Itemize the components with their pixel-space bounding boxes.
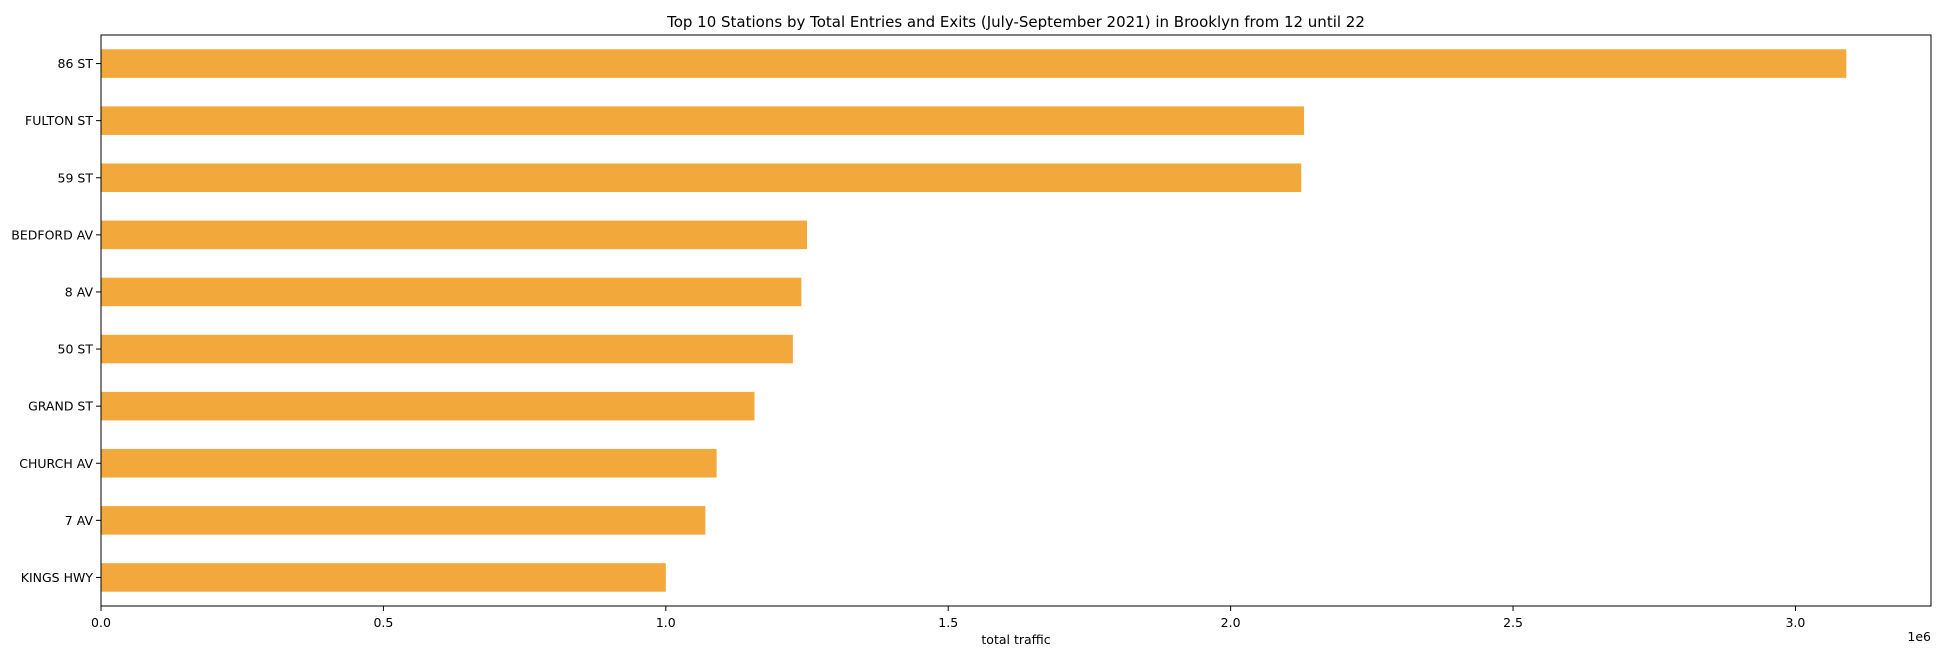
y-tick-label: 8 AV <box>65 284 94 299</box>
y-tick-label: GRAND ST <box>28 399 93 414</box>
bar-59-st <box>101 163 1302 193</box>
x-axis-label: total traffic <box>981 632 1050 647</box>
y-tick-label: 86 ST <box>58 56 94 71</box>
x-tick-label: 0.5 <box>373 615 393 630</box>
y-tick-label: 7 AV <box>65 513 94 528</box>
bar-fulton-st <box>101 106 1305 135</box>
x-axis: 0.0 0.5 1.0 1.5 2.0 2.5 3.0 <box>91 606 1805 630</box>
y-tick-label: FULTON ST <box>25 113 93 128</box>
x-tick-label: 1.0 <box>656 615 676 630</box>
bar-86-st <box>101 49 1847 78</box>
x-tick-label: 2.0 <box>1221 615 1241 630</box>
y-tick-label: 59 ST <box>58 170 94 185</box>
y-tick-label: CHURCH AV <box>19 456 93 471</box>
y-tick-label: 50 ST <box>58 342 94 357</box>
bar-grand-st <box>101 391 755 421</box>
x-tick-label: 3.0 <box>1785 615 1805 630</box>
plot-frame <box>100 34 1932 607</box>
x-tick-label: 1.5 <box>938 615 958 630</box>
bar-8-av <box>101 277 802 307</box>
bar-50-st <box>101 334 793 364</box>
bars-group <box>101 49 1847 592</box>
x-axis-offset-label: 1e6 <box>1907 629 1931 644</box>
x-tick-label: 0.0 <box>91 615 111 630</box>
y-tick-label: KINGS HWY <box>21 570 94 585</box>
y-axis: 86 ST FULTON ST 59 ST BEDFORD AV 8 AV 50 ST GR… <box>11 56 101 585</box>
bar-bedford-av <box>101 220 808 250</box>
y-tick-label: BEDFORD AV <box>11 227 93 242</box>
chart-title: Top 10 Stations by Total Entries and Exi… <box>666 13 1365 31</box>
bar-kings-hwy <box>101 563 666 592</box>
bar-church-av <box>101 448 717 478</box>
x-tick-label: 2.5 <box>1503 615 1523 630</box>
bar-7-av <box>101 506 706 535</box>
